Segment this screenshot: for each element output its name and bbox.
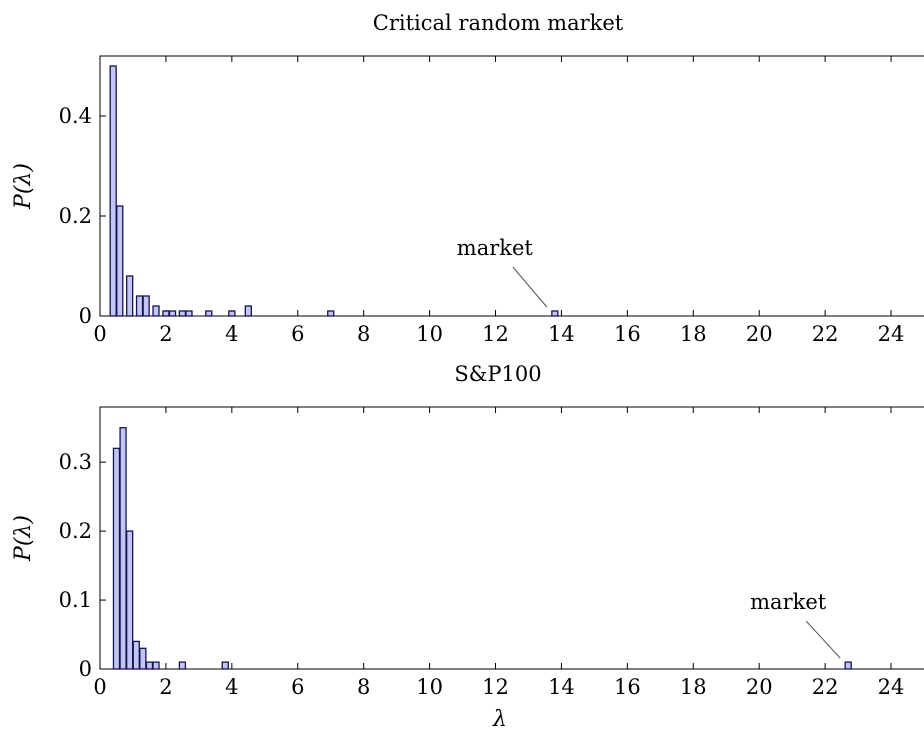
- bar: [142, 295, 150, 317]
- y-tick-label: 0.1: [59, 588, 92, 612]
- bar: [119, 427, 127, 670]
- y-tick-label: 0.3: [59, 450, 92, 474]
- bar: [168, 310, 177, 317]
- x-axis-label: λ: [492, 707, 507, 732]
- y-tick-label: 0.4: [59, 104, 92, 128]
- x-tick-label: 16: [614, 322, 641, 346]
- plot-frame: [99, 55, 924, 317]
- x-tick-label: 22: [812, 675, 839, 699]
- bar: [221, 661, 229, 670]
- x-tick-label: 12: [482, 675, 509, 699]
- bar: [162, 310, 170, 317]
- annotation-leader-line: [512, 266, 548, 308]
- y-tick-label: 0.2: [59, 519, 92, 543]
- bar: [327, 310, 335, 317]
- x-tick-label: 0: [93, 675, 106, 699]
- x-tick-label: 18: [680, 322, 707, 346]
- bar: [145, 661, 154, 670]
- plot-frame: [99, 406, 924, 670]
- bar: [109, 65, 117, 317]
- bar: [126, 275, 134, 317]
- bar: [152, 661, 160, 670]
- x-tick-label: 0: [93, 322, 106, 346]
- bar: [185, 310, 193, 317]
- x-tick-label: 16: [614, 675, 641, 699]
- x-tick-label: 20: [746, 322, 773, 346]
- bar: [244, 305, 252, 317]
- bar: [152, 305, 160, 317]
- x-tick-label: 14: [548, 322, 575, 346]
- annotation-label: market: [750, 590, 827, 614]
- x-tick-label: 2: [159, 322, 172, 346]
- x-tick-label: 10: [416, 322, 443, 346]
- annotation-leader-line: [805, 620, 841, 659]
- bar: [116, 205, 124, 317]
- y-axis-label: P(λ): [11, 515, 36, 562]
- x-tick-label: 4: [225, 322, 238, 346]
- x-tick-label: 14: [548, 675, 575, 699]
- bar: [135, 295, 144, 317]
- bar: [178, 310, 187, 317]
- x-tick-label: 12: [482, 322, 509, 346]
- x-tick-label: 22: [812, 322, 839, 346]
- y-tick-label: 0: [79, 304, 92, 328]
- x-tick-label: 6: [291, 322, 304, 346]
- x-tick-label: 6: [291, 675, 304, 699]
- x-tick-label: 18: [680, 675, 707, 699]
- bar: [551, 310, 559, 317]
- chart-title: Critical random market: [373, 11, 624, 35]
- bar: [178, 661, 187, 670]
- y-tick-label: 0.2: [59, 204, 92, 228]
- chart-title: S&P100: [454, 362, 541, 386]
- x-tick-label: 8: [357, 675, 370, 699]
- bar: [132, 640, 140, 670]
- x-tick-label: 4: [225, 675, 238, 699]
- y-axis-label: P(λ): [11, 163, 36, 210]
- x-tick-label: 8: [357, 322, 370, 346]
- bar: [228, 310, 236, 317]
- x-tick-label: 2: [159, 675, 172, 699]
- bar: [844, 661, 852, 670]
- annotation-label: market: [457, 236, 534, 260]
- y-tick-label: 0: [79, 657, 92, 681]
- bar: [139, 647, 147, 670]
- x-tick-label: 24: [878, 322, 905, 346]
- bar: [126, 530, 134, 670]
- x-tick-label: 20: [746, 675, 773, 699]
- x-tick-label: 10: [416, 675, 443, 699]
- x-tick-label: 24: [878, 675, 905, 699]
- bar: [205, 310, 213, 317]
- bar: [112, 447, 121, 670]
